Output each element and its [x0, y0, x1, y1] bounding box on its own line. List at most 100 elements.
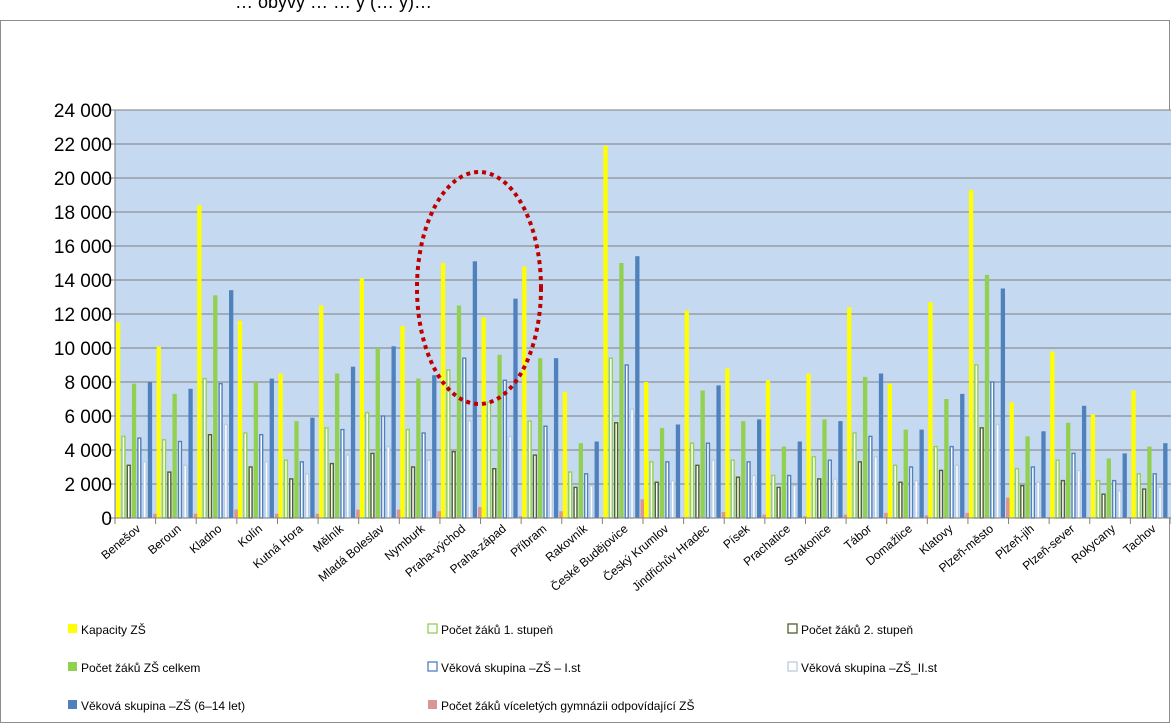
bar: [359, 278, 364, 518]
bar: [751, 474, 757, 519]
bar: [995, 423, 1000, 519]
bar: [1163, 443, 1168, 518]
legend-swatch: [68, 700, 77, 709]
bar: [248, 466, 253, 519]
bar: [741, 421, 746, 518]
bar: [440, 263, 446, 518]
bar: [635, 256, 640, 518]
bar: [223, 423, 229, 519]
bar: [589, 485, 594, 519]
bar: [1071, 452, 1076, 519]
bar: [832, 478, 838, 519]
y-tick-label: 14 000: [54, 271, 112, 292]
bar: [278, 373, 283, 518]
bar: [391, 346, 396, 518]
legend-label: Kapacity ZŠ: [81, 622, 146, 637]
legend-label: Věková skupina –ZŠ_II.st: [801, 660, 938, 675]
bar: [1081, 405, 1087, 518]
bar: [472, 261, 478, 518]
legend-label: Počet žáků ZŠ celkem: [81, 660, 200, 675]
bar: [1025, 436, 1030, 518]
bar: [518, 516, 523, 518]
bar: [573, 486, 578, 519]
bar: [827, 459, 832, 519]
bar: [762, 514, 767, 518]
bar: [538, 358, 543, 518]
bar: [481, 317, 486, 518]
legend-swatch: [427, 623, 438, 634]
bar: [462, 357, 467, 519]
bar: [340, 428, 345, 519]
bar: [553, 358, 559, 518]
bar: [126, 464, 131, 519]
bar: [229, 290, 234, 518]
bar: [578, 443, 583, 518]
bar: [467, 420, 472, 519]
bar: [765, 380, 771, 518]
y-tick-label: 4 000: [64, 441, 112, 462]
bar: [1041, 431, 1046, 518]
y-tick-label: 8 000: [64, 373, 112, 394]
bar: [746, 461, 751, 519]
bar: [131, 383, 137, 518]
bar: [237, 320, 243, 518]
bar: [1030, 466, 1036, 519]
bar: [884, 512, 889, 518]
bar: [513, 298, 518, 518]
bar: [193, 513, 199, 518]
y-tick-label: 12 000: [54, 305, 112, 326]
bar: [492, 468, 497, 519]
bar: [451, 451, 456, 519]
bar: [624, 364, 629, 519]
y-tick-label: 22 000: [54, 135, 112, 156]
bar: [253, 382, 259, 518]
bar: [405, 428, 410, 519]
bar: [161, 439, 167, 519]
bar: [527, 420, 532, 519]
bar: [938, 469, 944, 519]
bar: [878, 373, 884, 518]
chart-title: … obyvy … … y (… y)…: [235, 0, 432, 12]
bar: [1152, 473, 1157, 519]
bar: [370, 452, 375, 519]
bar: [838, 421, 843, 518]
bar: [659, 427, 665, 518]
bar: [218, 383, 223, 519]
bar: [787, 474, 792, 519]
bar: [771, 474, 776, 519]
bar: [207, 434, 213, 519]
bar: [446, 369, 451, 519]
bar: [380, 415, 386, 519]
bar: [364, 411, 370, 519]
bar: [822, 419, 827, 518]
bar: [806, 373, 811, 518]
bar: [421, 432, 426, 519]
legend-label: Věková skupina –ZŠ (6–14 let): [81, 698, 245, 713]
bar: [933, 445, 938, 519]
y-tick-label: 24 000: [54, 101, 112, 122]
bar: [172, 393, 177, 518]
bar: [1106, 458, 1111, 518]
bar: [700, 390, 705, 518]
bar: [811, 456, 817, 519]
bar: [116, 322, 121, 518]
bar: [324, 427, 329, 519]
bar: [608, 357, 613, 519]
bar: [167, 471, 172, 519]
bar: [1036, 481, 1041, 519]
bar: [400, 325, 405, 518]
bar: [898, 481, 903, 519]
y-tick-label: 10 000: [54, 339, 112, 360]
y-tick-label: 18 000: [54, 203, 112, 224]
bar: [559, 511, 564, 518]
bar: [721, 512, 727, 518]
bar: [478, 506, 483, 518]
bar: [121, 435, 126, 519]
highlight-ellipse: [415, 170, 543, 406]
bar: [259, 434, 264, 519]
bar: [410, 466, 416, 519]
bar: [294, 421, 299, 518]
bar: [735, 476, 741, 519]
bar: [949, 445, 954, 519]
y-tick-label: 2 000: [64, 475, 112, 496]
